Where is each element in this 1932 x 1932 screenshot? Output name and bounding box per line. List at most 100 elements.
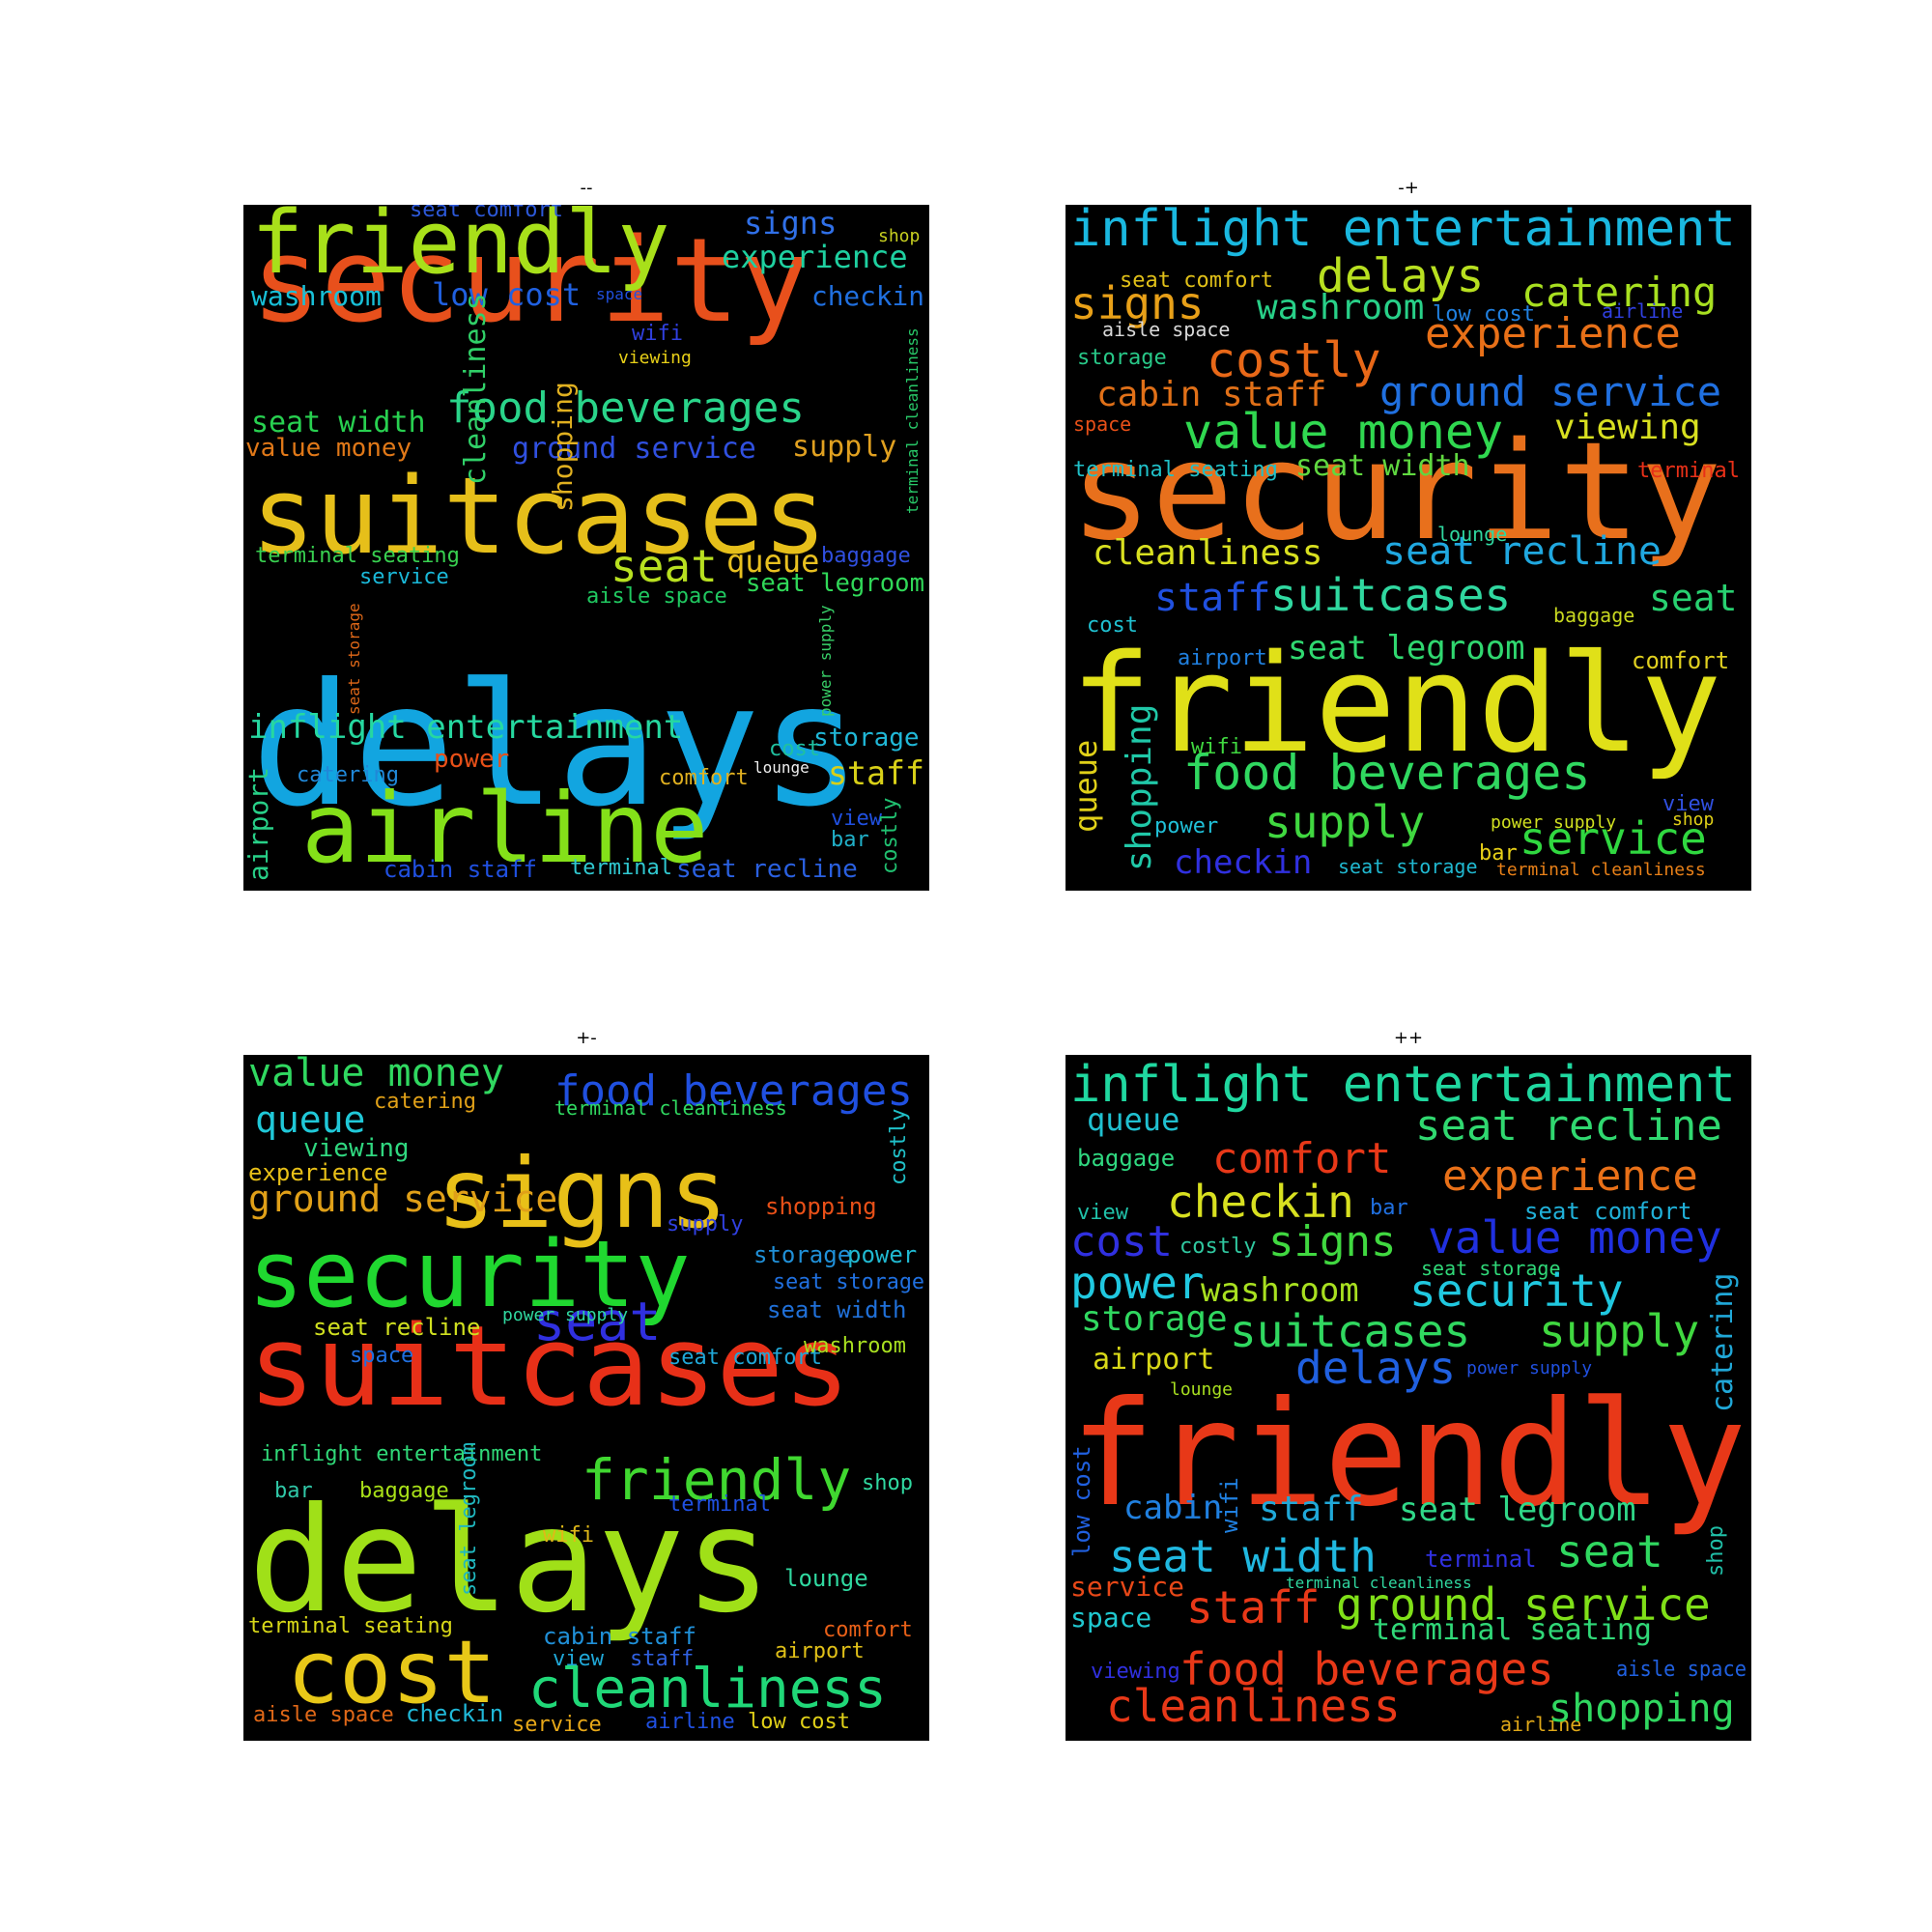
word-inflight-entertainment: inflight entertainment [248, 708, 683, 747]
word-value-money: value money [1183, 404, 1503, 460]
word-checkin: checkin [811, 280, 924, 312]
panel-title-mp: -+ [1398, 178, 1419, 198]
word-catering: catering [374, 1090, 476, 1114]
word-ground-service: ground service [512, 432, 756, 466]
word-shopping: shopping [1120, 704, 1159, 871]
word-seat-legroom: seat legroom [1288, 629, 1525, 668]
word-terminal: terminal [1425, 1546, 1537, 1573]
word-aisle-space: aisle space [253, 1703, 394, 1727]
word-checkin: checkin [1174, 843, 1312, 882]
word-seat: seat [611, 540, 718, 592]
word-seat-legroom: seat legroom [457, 1442, 481, 1596]
word-terminal-cleanliness: terminal cleanliness [554, 1096, 787, 1120]
panel-title-mm: -- [580, 178, 593, 198]
word-airport: airport [1093, 1343, 1214, 1377]
word-power: power [847, 1241, 917, 1268]
word-view: view [1077, 1201, 1129, 1225]
word-seat: seat [1556, 1525, 1663, 1577]
word-catering: catering [1706, 1273, 1740, 1413]
word-airport: airport [243, 767, 274, 881]
word-aisle-space: aisle space [1616, 1658, 1747, 1682]
word-seat-storage: seat storage [345, 603, 363, 715]
word-baggage: baggage [821, 544, 911, 568]
word-terminal: terminal [1637, 459, 1740, 483]
word-seat-width: seat width [251, 406, 426, 440]
word-staff: staff [1259, 1490, 1363, 1529]
word-inflight-entertainment: inflight entertainment [261, 1442, 542, 1466]
word-food-beverages: food beverages [1179, 1643, 1554, 1695]
word-seat-legroom: seat legroom [1399, 1491, 1636, 1529]
word-service: service [1520, 812, 1707, 865]
word-value-money: value money [248, 1055, 504, 1095]
word-space: space [1070, 1602, 1151, 1634]
word-cloud-mp: security friendly inflight entertainment de… [1065, 205, 1751, 891]
word-catering: catering [297, 763, 399, 787]
word-supply: supply [1539, 1305, 1699, 1357]
word-suitcases: suitcases [251, 454, 827, 578]
word-queue: queue [726, 543, 819, 580]
word-inflight-entertainment: inflight entertainment [1070, 1056, 1736, 1114]
word-signs: signs [1070, 277, 1204, 329]
word-terminal: terminal [668, 1492, 771, 1517]
word-viewing: viewing [1554, 408, 1701, 447]
word-airline: airline [1500, 1713, 1581, 1736]
word-power: power [1070, 1257, 1204, 1309]
word-value-money: value money [1428, 1211, 1722, 1264]
word-shop: shop [878, 226, 920, 246]
word-friendly: friendly [251, 205, 669, 294]
word-terminal-seating: terminal seating [1373, 1613, 1652, 1647]
word-food-beverages: food beverages [1183, 745, 1590, 801]
word-friendly: friendly [1070, 1371, 1747, 1539]
word-view: view [1662, 792, 1715, 816]
word-airport: airport [1178, 646, 1267, 670]
word-seat: seat [533, 1291, 661, 1352]
word-shopping: shopping [1548, 1687, 1735, 1731]
word-seat-recline: seat recline [1415, 1101, 1722, 1151]
word-aisle-space: aisle space [586, 584, 727, 609]
word-checkin: checkin [1167, 1176, 1354, 1228]
word-shop: shop [1704, 1525, 1728, 1577]
word-experience: experience [1442, 1151, 1698, 1201]
word-bar: bar [831, 828, 869, 852]
word-seat-recline: seat recline [1382, 529, 1662, 574]
word-space: space [350, 1344, 413, 1368]
word-seat-storage: seat storage [773, 1270, 924, 1294]
word-staff: staff [630, 1647, 694, 1671]
panel-title-pp: ++ [1393, 1028, 1424, 1048]
word-cleanliness: cleanliness [1106, 1680, 1401, 1732]
word-washroom: washroom [804, 1334, 906, 1358]
word-cost: cost [1087, 613, 1138, 638]
word-viewing: viewing [1091, 1660, 1180, 1684]
word-delays: delays [248, 1477, 772, 1645]
word-low-cost: low cost [1068, 1445, 1095, 1557]
word-shopping: shopping [547, 382, 579, 512]
word-friendly: friendly [582, 1447, 851, 1513]
word-low-cost: low cost [748, 1710, 850, 1734]
word-cloud-mp-svg: security friendly inflight entertainmentde… [1067, 205, 1740, 882]
word-wifi: wifi [632, 322, 683, 346]
word-cost: cost [769, 737, 820, 761]
word-terminal-seating: terminal seating [1073, 458, 1278, 482]
word-costly: costly [1207, 332, 1381, 388]
word-power-supply: power supply [816, 605, 835, 717]
word-cloud-mm-svg: delays security suitcases airline friendly fo… [243, 205, 924, 885]
word-food-beverages: food beverages [554, 1066, 913, 1116]
word-signs: signs [744, 205, 837, 242]
word-cloud-pm: delays suitcases security signs cost cleanlin… [243, 1055, 929, 1741]
word-ground-service: ground service [1379, 368, 1721, 415]
word-service: service [359, 565, 449, 589]
word-catering: catering [1521, 269, 1717, 316]
word-security: security [1070, 413, 1721, 571]
word-storage: storage [1077, 346, 1167, 370]
word-staff: staff [1154, 576, 1270, 620]
word-value-money: value money [245, 434, 412, 463]
word-bar: bar [1479, 841, 1518, 866]
word-shopping: shopping [765, 1193, 877, 1220]
word-washroom: washroom [1201, 1271, 1359, 1310]
word-seat-recline: seat recline [676, 855, 858, 884]
word-staff: staff [828, 754, 924, 793]
word-space: space [1073, 412, 1131, 436]
word-terminal: terminal [570, 856, 672, 880]
